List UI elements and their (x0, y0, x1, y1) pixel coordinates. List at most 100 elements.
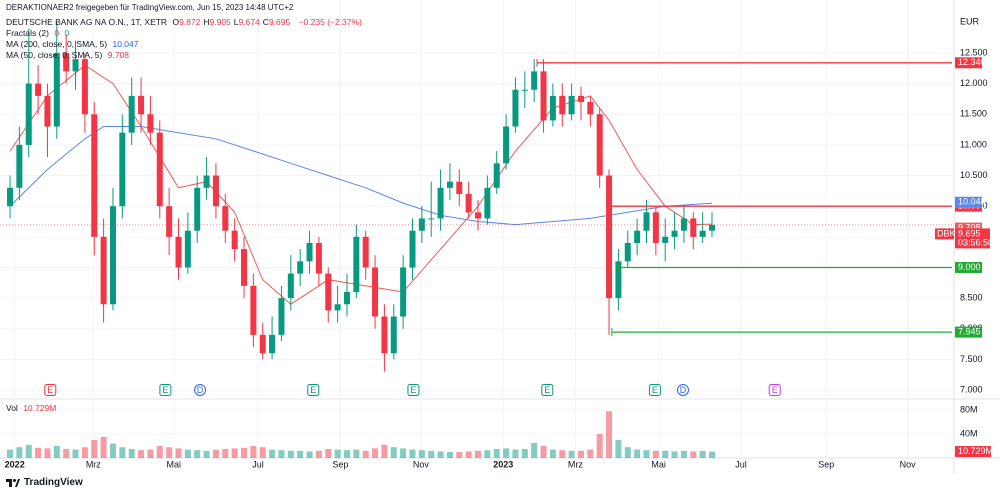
volume-last-bg (955, 446, 991, 458)
volume-bar (212, 449, 219, 458)
volume-bar (91, 440, 98, 458)
volume-bar (35, 447, 42, 458)
y-tick-label: 7.500 (960, 354, 983, 364)
ohlc-key: C (262, 17, 269, 27)
event-label: D (197, 385, 204, 395)
volume-bar (278, 450, 285, 458)
candle-body (634, 230, 641, 243)
volume-bar (325, 449, 332, 458)
candle-body (184, 230, 191, 268)
ohlc-key: O (172, 17, 180, 27)
event-marker (307, 384, 320, 396)
event-label: E (162, 385, 168, 395)
candle-body (596, 114, 603, 176)
level-label: 9.000 (958, 262, 981, 272)
last-price: 9.695 (958, 228, 981, 238)
volume-bar (269, 449, 276, 458)
ohlc-value: 9.674 (238, 17, 260, 27)
event-marker (676, 384, 689, 396)
volume-bar (53, 446, 60, 458)
moving-average (9, 126, 713, 226)
fractals-label: Fractals (2) (6, 28, 49, 38)
candle-body (250, 285, 257, 335)
ohlc-value: 9.905 (209, 17, 231, 27)
volume-tick-label: 40M (960, 428, 978, 438)
candle-body (194, 187, 201, 231)
volume-last: 10.729M (23, 403, 57, 413)
volume-bar (184, 449, 191, 458)
volume-bar (100, 437, 107, 458)
candle-body (418, 218, 425, 231)
ohlc-key: L (233, 17, 239, 27)
volume-bar (306, 451, 313, 458)
volume-bar (138, 450, 145, 458)
level-label: 7.945 (958, 326, 981, 336)
change: −0.235 (−2.37%) (298, 17, 362, 27)
volume-bar (381, 444, 388, 458)
volume-bar (446, 452, 453, 458)
volume-bar (568, 450, 575, 458)
event-label: E (652, 385, 658, 395)
shared-by: DERAKTIONAER2 freigegeben für TradingVie… (6, 3, 294, 12)
volume-bar (25, 444, 32, 458)
candle-body (503, 126, 510, 164)
event-marker (648, 384, 661, 396)
candle-body (222, 206, 229, 231)
fractal-value: 0 (54, 28, 60, 38)
candle-body (259, 334, 266, 354)
volume-bar (194, 450, 201, 458)
volume-last-label: 10.729M (958, 446, 993, 456)
candle-body (662, 236, 669, 243)
volume-title: Vol (6, 403, 18, 413)
volume-bar (44, 448, 51, 458)
candle-body (690, 218, 697, 237)
candle-body (119, 132, 126, 207)
volume-bar (493, 449, 500, 458)
ma-axis-label-bg (955, 222, 982, 234)
candle-body (297, 261, 304, 274)
candle-body (465, 193, 472, 213)
event-label: E (310, 385, 316, 395)
ma-name: MA (200, close, 0, SMA, 5) (6, 39, 108, 49)
candle-body (559, 95, 566, 115)
volume-bar (81, 447, 88, 458)
candle-body (680, 218, 687, 231)
volume-bar (353, 449, 360, 458)
candle-body (343, 291, 350, 305)
candle-body (512, 89, 519, 127)
volume-bar (465, 451, 472, 458)
x-tick-label: Sep (332, 459, 348, 469)
ma-axis-label: 10.048 (958, 197, 986, 207)
x-tick-label: Jul (252, 459, 264, 469)
x-tick-label: Nov (900, 459, 917, 469)
candle-body (475, 212, 482, 219)
volume-bar (390, 447, 397, 458)
volume-bar (119, 447, 126, 458)
volume-bar (315, 450, 322, 458)
x-tick-label: Sep (818, 459, 834, 469)
volume-bar (606, 411, 613, 458)
ma-header: MA (50, close, 0, SMA, 5) 9.708 (6, 50, 132, 60)
volume-bar (166, 447, 173, 458)
candle-body (624, 242, 631, 262)
candle-body (446, 181, 453, 188)
candle-body (671, 230, 678, 237)
volume-bar (334, 449, 341, 458)
y-tick-label: 11.500 (960, 109, 987, 119)
candle-body (643, 212, 650, 231)
level-label-bg (955, 57, 982, 69)
volume-bar (241, 447, 248, 458)
candle-body (325, 273, 332, 311)
level-label-bg (955, 261, 982, 273)
x-tick-label: 2023 (493, 459, 513, 469)
ohlc: O9.872 H9.905 L9.674 C9.695 (172, 17, 293, 27)
volume-bar (615, 440, 622, 458)
level-label: 12.340 (958, 57, 986, 67)
brand-name: TradingView (24, 477, 83, 488)
volume-bar (521, 449, 528, 458)
fractal-value: 0 (64, 28, 70, 38)
candle-body (334, 304, 341, 311)
x-tick-label: Nov (413, 459, 430, 469)
